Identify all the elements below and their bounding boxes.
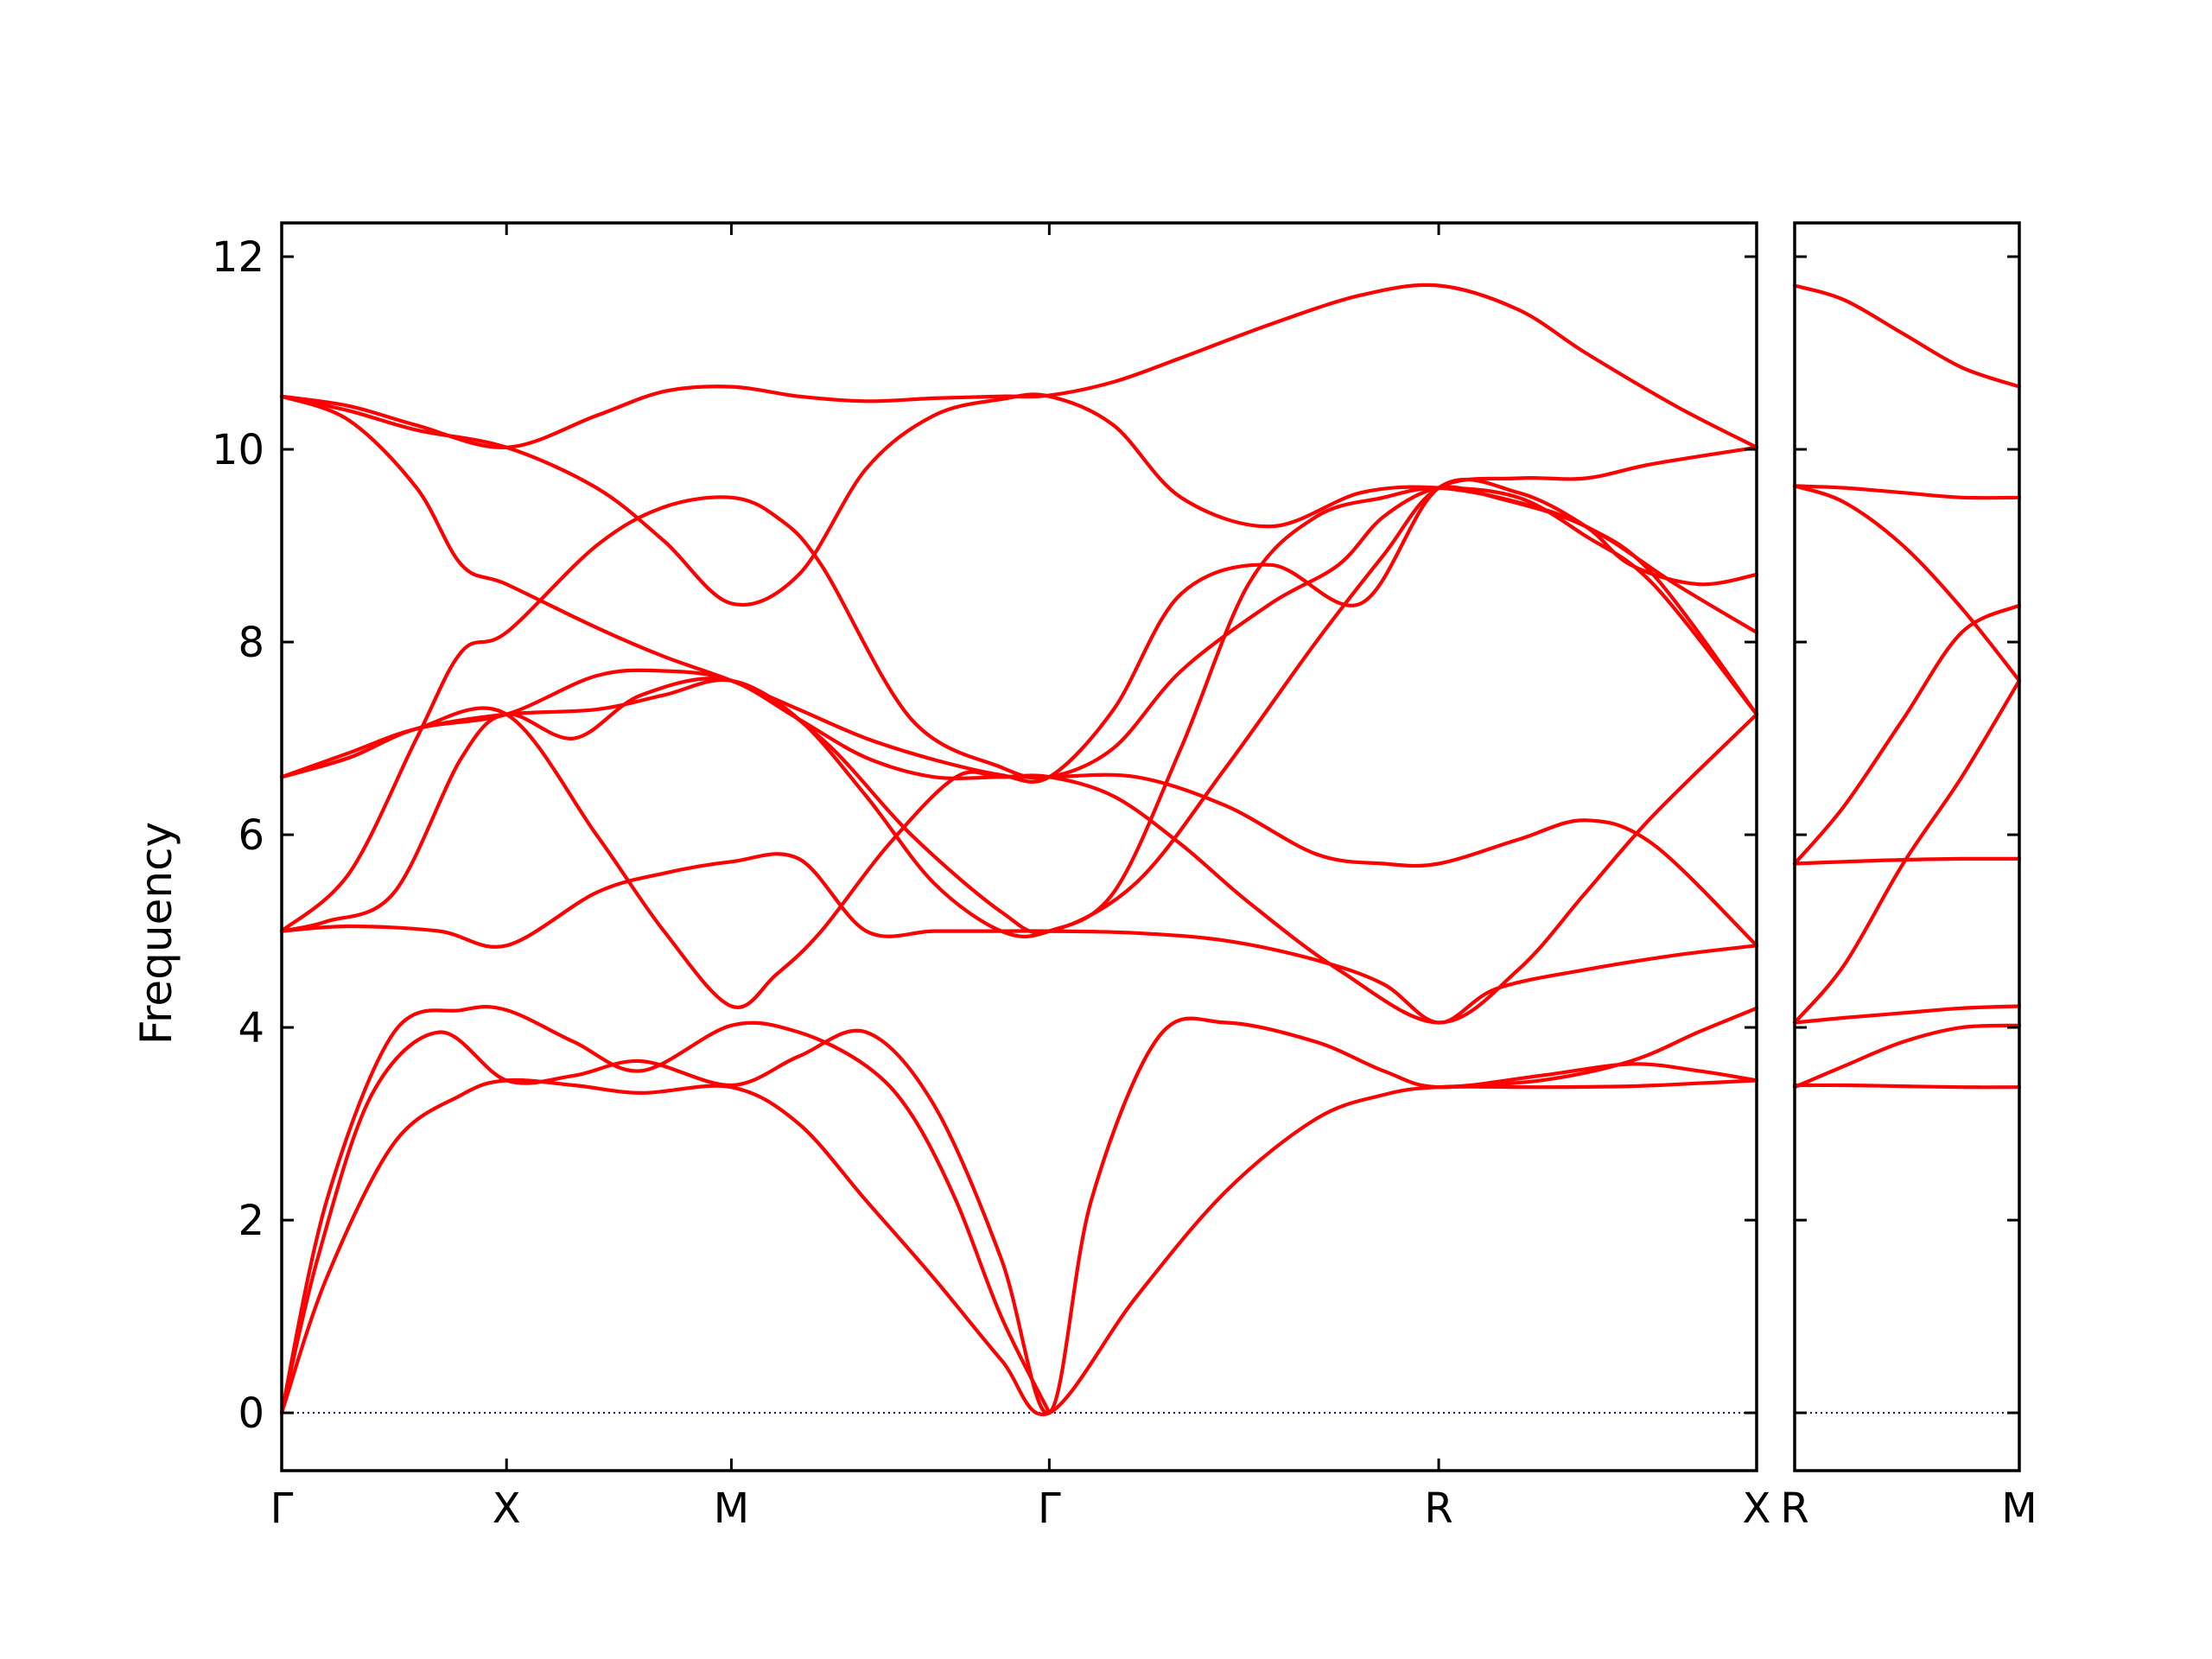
x-tick-label: Γ [270,1484,294,1533]
band-line-2 [279,1016,1759,1415]
band-line-6 [279,485,1759,933]
y-tick-label: 4 [238,1004,264,1052]
y-tick-label: 0 [238,1389,264,1438]
band-line-1 [279,1077,1759,1417]
y-tick-label: 12 [212,233,264,282]
band-line-4 [1792,603,2022,866]
band-line-3 [279,1005,1052,1415]
band-line-5 [279,852,1759,1025]
y-tick-label: 10 [212,426,264,474]
y-tick-label: 6 [238,811,264,860]
plot-frame [1793,221,2021,1472]
band-line-13 [279,445,1759,935]
y-tick-label: 8 [238,619,264,667]
x-tick-label: R [1424,1484,1452,1533]
panel-1: 0 2 4 6 8 10 12 Γ X M Γ R X [212,221,1771,1533]
band-line-4 [1437,1006,1759,1090]
band-line-10 [279,392,1759,716]
x-tick-label: X [493,1484,521,1533]
x-tick-label: R [1780,1484,1808,1533]
plot-frame [280,221,1758,1472]
x-tick-label: M [2001,1484,2037,1533]
band-line-1 [1792,283,2022,389]
band-line-2 [1792,484,2022,500]
y-tick-label: 2 [238,1197,264,1245]
y-axis-label: Frequency [131,822,181,1045]
x-tick-label: X [1743,1484,1771,1533]
band-line-12 [279,668,1759,948]
band-line-7 [279,706,1759,1025]
band-line-7 [1792,1004,2022,1025]
band-line-11 [279,283,1759,449]
band-line-8 [1792,1023,2022,1090]
band-line-9 [1792,1083,2022,1090]
x-tick-label: M [714,1484,749,1533]
band-line-5 [1792,856,2022,866]
x-tick-label: Γ [1038,1484,1061,1533]
band-line-9 [279,394,1759,785]
band-line-3 [1792,484,2022,683]
band-line-6 [1792,678,2022,1025]
